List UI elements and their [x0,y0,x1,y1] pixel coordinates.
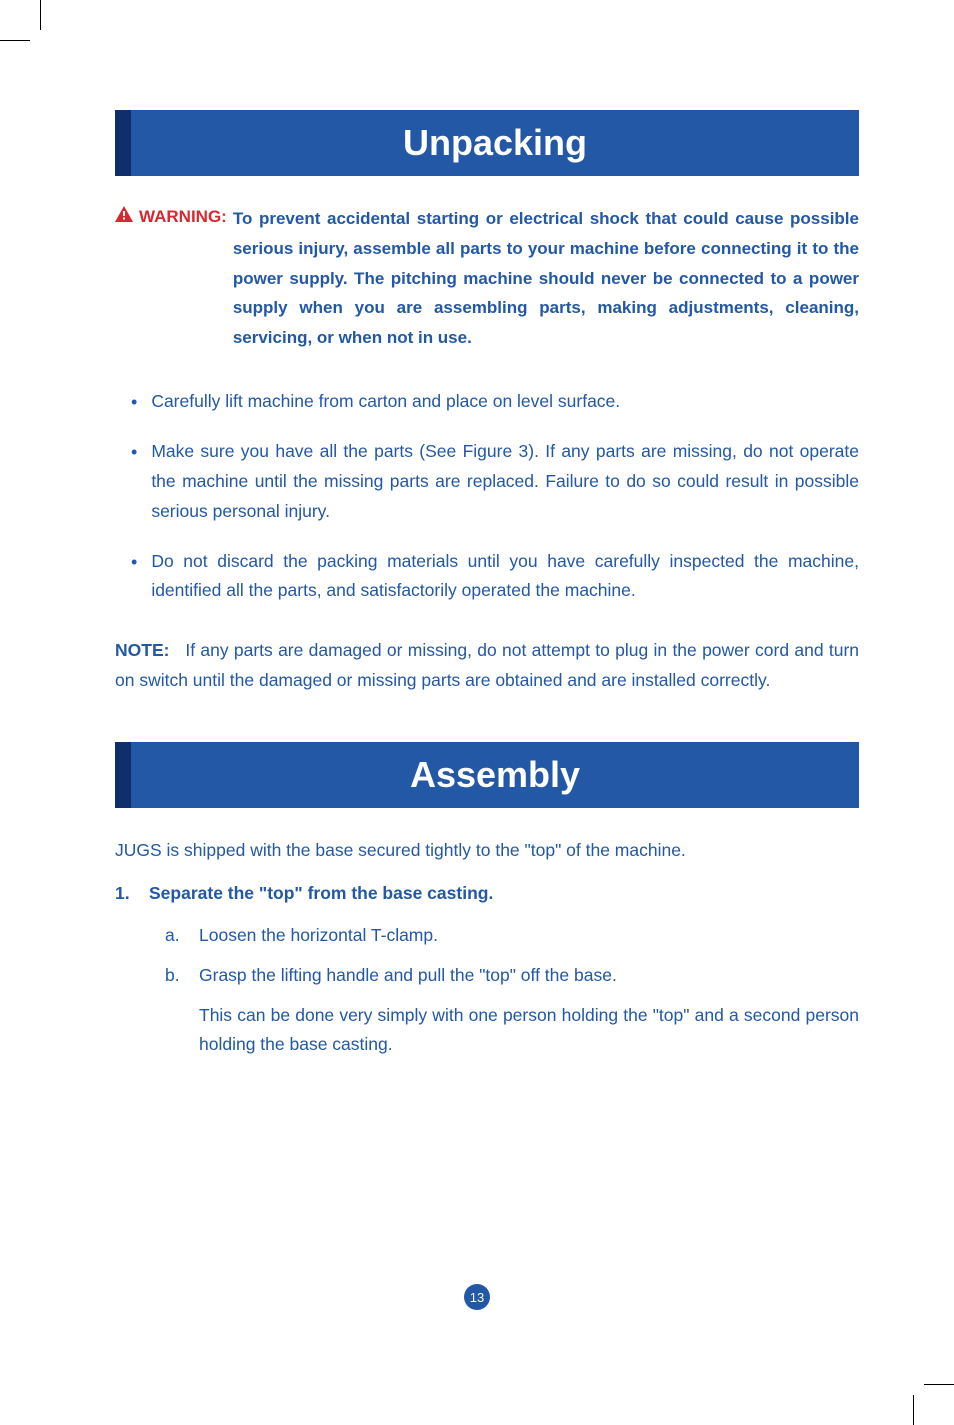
page-container: Unpacking WARNING: To prevent accidental… [0,0,954,1425]
bullet-icon: • [131,547,137,578]
note-block: NOTE: If any parts are damaged or missin… [115,636,859,696]
warning-block: WARNING: To prevent accidental starting … [115,204,859,353]
crop-mark [40,0,41,30]
substep-continuation: This can be done very simply with one pe… [115,1001,859,1061]
step-number: 1. [115,879,149,909]
content-area: Unpacking WARNING: To prevent accidental… [0,0,954,1060]
page-number-badge: 13 [464,1284,490,1310]
step-text: Separate the "top" from the base casting… [149,879,493,909]
warning-triangle-icon [115,204,133,228]
bullet-text: Carefully lift machine from carton and p… [151,387,620,417]
substep-text: Grasp the lifting handle and pull the "t… [199,961,617,991]
warning-text: To prevent accidental starting or electr… [233,204,859,353]
crop-mark [913,1395,914,1425]
bullet-text: Do not discard the packing materials unt… [151,547,859,607]
list-item: • Make sure you have all the parts (See … [115,437,859,526]
substep-row: b. Grasp the lifting handle and pull the… [115,961,859,991]
step-row: 1. Separate the "top" from the base cast… [115,879,859,909]
bullet-icon: • [131,437,137,468]
substep-letter: a. [165,921,199,951]
bullet-icon: • [131,387,137,418]
assembly-intro: JUGS is shipped with the base secured ti… [115,836,859,866]
crop-mark [0,40,30,41]
assembly-header: Assembly [115,742,859,808]
note-label: NOTE: [115,640,169,660]
substep-row: a. Loosen the horizontal T-clamp. [115,921,859,951]
note-text: If any parts are damaged or missing, do … [115,640,859,690]
substep-text: Loosen the horizontal T-clamp. [199,921,438,951]
list-item: • Carefully lift machine from carton and… [115,387,859,418]
list-item: • Do not discard the packing materials u… [115,547,859,607]
crop-mark [924,1384,954,1385]
unpacking-header: Unpacking [115,110,859,176]
warning-label: WARNING: [139,204,227,230]
substep-letter: b. [165,961,199,991]
bullet-text: Make sure you have all the parts (See Fi… [151,437,859,526]
unpacking-bullets: • Carefully lift machine from carton and… [115,387,859,606]
